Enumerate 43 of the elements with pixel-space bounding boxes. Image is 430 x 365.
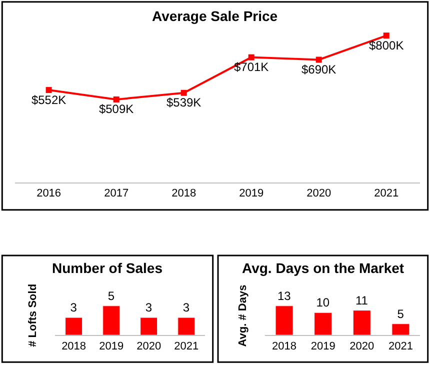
x-tick-label: 2019 xyxy=(310,340,336,352)
chart-title: Average Sale Price xyxy=(152,8,278,24)
chart-title: Number of Sales xyxy=(52,260,163,276)
data-label: 3 xyxy=(145,300,152,315)
y-axis-title: # Lofts Sold xyxy=(27,284,40,347)
data-label: 11 xyxy=(356,293,368,308)
data-label: $509K xyxy=(98,102,134,116)
x-tick-label: 2018 xyxy=(172,188,196,200)
point xyxy=(316,56,322,63)
data-label: 5 xyxy=(397,306,404,321)
point xyxy=(248,54,254,60)
x-tick-label: 2019 xyxy=(239,188,264,200)
y-axis-title: Avg. # Days xyxy=(237,284,250,347)
x-tick-label: 2020 xyxy=(136,340,162,352)
point xyxy=(46,87,52,94)
bar xyxy=(314,312,332,336)
point xyxy=(113,96,120,102)
point xyxy=(383,32,390,39)
data-label: 10 xyxy=(316,296,330,310)
bar xyxy=(275,306,294,336)
chart-title: Avg. Days on the Market xyxy=(242,260,404,276)
x-tick-label: 2016 xyxy=(36,188,62,200)
x-tick-label: 2021 xyxy=(174,340,199,352)
x-tick-label: 2021 xyxy=(374,188,399,200)
x-tick-label: 2018 xyxy=(272,340,297,352)
data-label: 5 xyxy=(108,288,115,303)
data-label: $539K xyxy=(166,96,202,110)
data-label: 3 xyxy=(182,300,190,315)
bar xyxy=(392,324,410,336)
x-tick-label: 2020 xyxy=(350,340,374,352)
x-tick-label: 2018 xyxy=(62,340,86,352)
data-label: $690K xyxy=(302,62,336,76)
data-label: $701K xyxy=(234,60,269,74)
x-tick-label: 2021 xyxy=(388,340,413,352)
data-label: 13 xyxy=(277,288,292,303)
point xyxy=(180,90,187,96)
data-label: 3 xyxy=(70,300,78,315)
x-tick-label: 2019 xyxy=(99,340,124,352)
bar xyxy=(352,310,371,336)
data-label: $800K xyxy=(369,38,404,52)
data-label: $552K xyxy=(31,92,66,107)
x-tick-label: 2020 xyxy=(306,188,332,200)
x-tick-label: 2017 xyxy=(104,188,129,200)
